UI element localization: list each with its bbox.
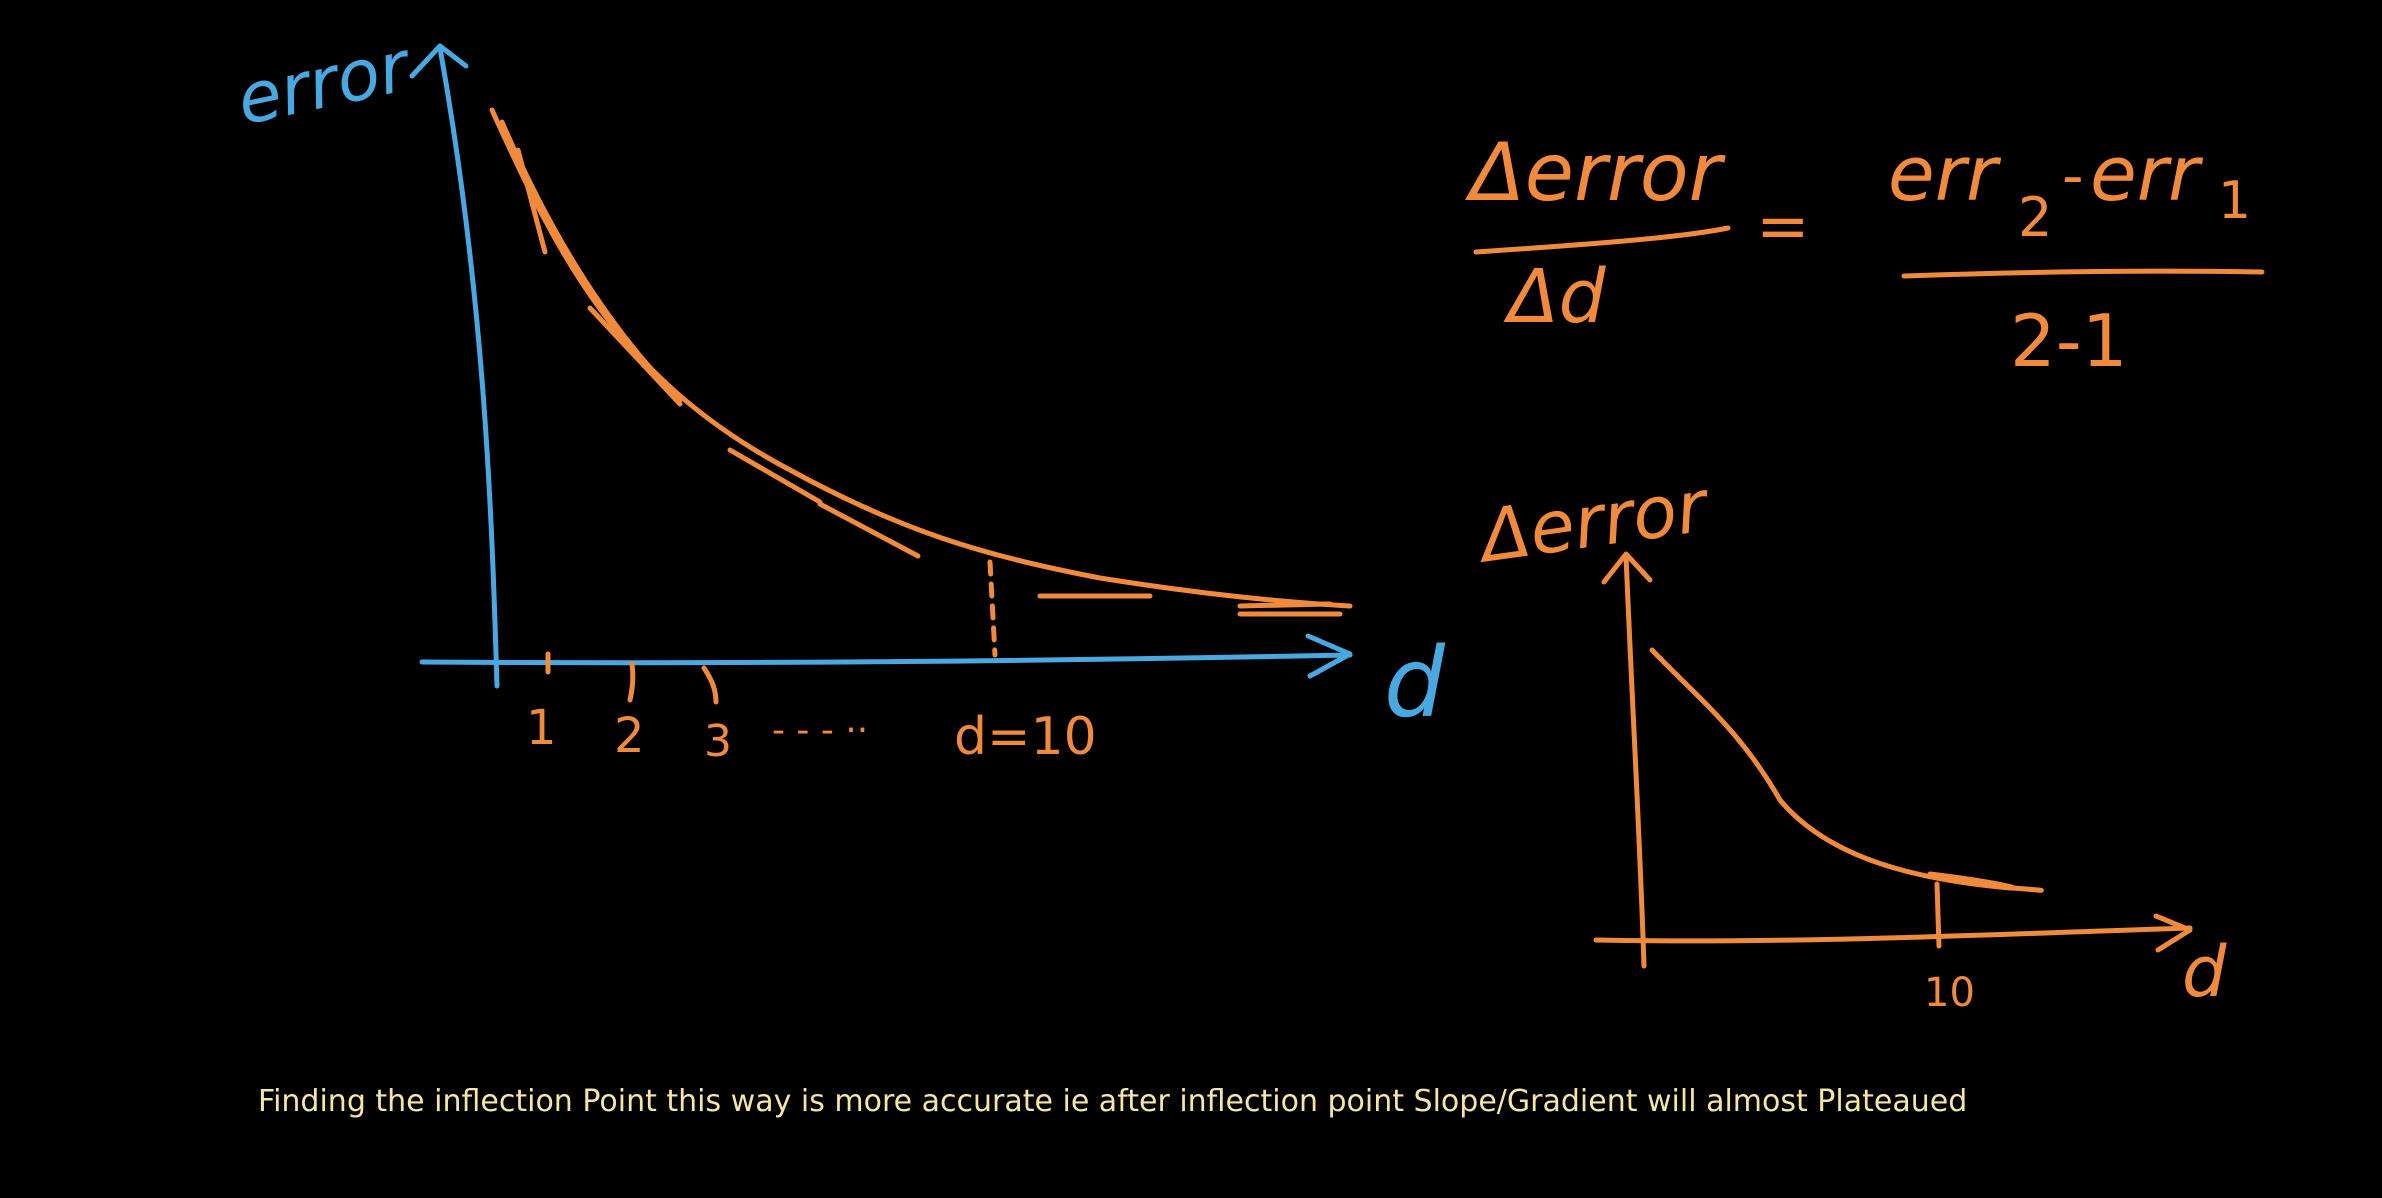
tangent-stroke-4 <box>817 501 921 559</box>
left-plot: error d 1 2 3 - - - ·· d=10 <box>230 24 1446 767</box>
left-y-label: error <box>230 24 420 141</box>
right-marker-10-label: 10 <box>1924 970 1975 1016</box>
right-delta-error-curve <box>1649 647 2044 893</box>
tick-2 <box>627 661 636 703</box>
tangent-stroke-7 <box>1237 601 1333 609</box>
tick-3 <box>701 665 719 705</box>
right-y-axis-arrowhead <box>1601 551 1653 585</box>
right-x-axis-arrowhead <box>2153 913 2193 953</box>
tick-ellipsis: - - - ·· <box>772 710 868 751</box>
formula-equals: = <box>1756 190 1810 264</box>
formula-lhs-denominator: Δd <box>1503 254 1607 340</box>
right-x-label: d <box>2182 931 2227 1013</box>
d10-dotted-line <box>987 559 998 658</box>
right-y-axis <box>1623 553 1647 969</box>
caption-note: Finding the inflection Point this way is… <box>258 1084 1968 1119</box>
right-plot: Δerror d 10 <box>1471 463 2227 1016</box>
formula-rhs-err-b: err <box>2090 129 2204 218</box>
slope-formula: Δerror Δd = err 2 - err 1 2-1 <box>1464 126 2265 383</box>
tick-label-3: 3 <box>704 716 732 767</box>
right-x-axis <box>1593 925 2193 944</box>
error-curve-overstroke <box>499 119 683 403</box>
formula-lhs-numerator: Δerror <box>1464 126 1727 219</box>
formula-rhs-err-a: err <box>1888 129 2002 218</box>
left-y-axis <box>437 45 500 689</box>
formula-rhs-minus: - <box>2062 141 2084 211</box>
formula-lhs-fraction-bar <box>1473 225 1731 255</box>
tangent-stroke-1 <box>515 147 548 255</box>
formula-rhs-fraction-bar <box>1901 268 2265 279</box>
left-y-axis-arrowhead <box>409 43 469 79</box>
tick-label-2: 2 <box>614 708 645 764</box>
right-y-label: Δerror <box>1471 463 1716 579</box>
left-x-axis <box>419 652 1353 666</box>
tangent-stroke-2 <box>587 305 683 407</box>
error-curve <box>489 107 1353 609</box>
d10-label: d=10 <box>954 707 1097 767</box>
left-x-label: d <box>1384 627 1446 739</box>
tangent-stroke-3 <box>727 447 823 505</box>
tick-label-1: 1 <box>526 700 557 756</box>
formula-rhs-denominator: 2-1 <box>2010 299 2128 383</box>
right-curve-tail <box>1927 871 2017 891</box>
right-marker-10 <box>1934 881 1942 949</box>
left-x-axis-arrowhead <box>1305 633 1353 679</box>
formula-rhs-sub-b: 1 <box>2218 171 2251 231</box>
formula-rhs-sub-a: 2 <box>2018 186 2052 249</box>
